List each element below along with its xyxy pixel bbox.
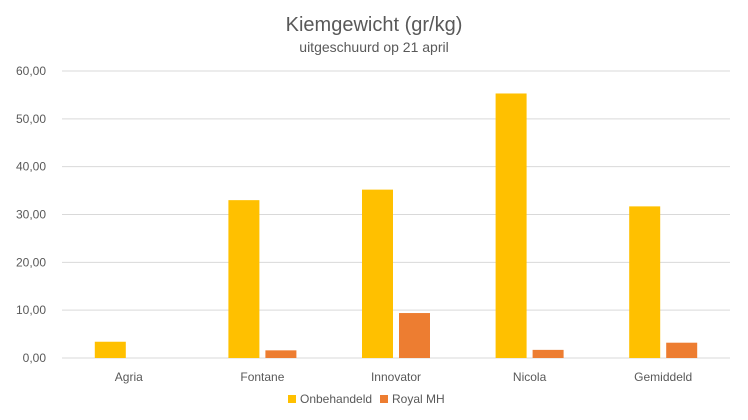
bar-onbehandeld-innovator [362, 189, 393, 358]
y-axis-tick-labels: 0,00 10,00 20,00 30,00 40,00 50,00 60,00 [16, 64, 46, 365]
x-tick-label: Agria [115, 370, 143, 384]
y-tick-label: 50,00 [16, 112, 46, 126]
x-tick-label: Fontane [240, 370, 284, 384]
legend-label: Royal MH [392, 392, 445, 406]
bar-onbehandeld-fontane [228, 200, 260, 358]
x-tick-label: Gemiddeld [634, 370, 692, 384]
y-tick-label: 10,00 [16, 303, 46, 317]
legend-swatch [288, 395, 296, 403]
bar-royal-mh-gemiddeld [666, 342, 698, 358]
y-tick-label: 0,00 [23, 351, 47, 365]
legend-swatch [380, 395, 388, 403]
bars [94, 93, 698, 359]
x-tick-label: Nicola [513, 370, 547, 384]
y-tick-label: 40,00 [16, 160, 46, 174]
bar-royal-mh-innovator [399, 313, 430, 358]
y-tick-label: 20,00 [16, 255, 46, 269]
x-axis-tick-labels: Agria Fontane Innovator Nicola Gemiddeld [115, 370, 692, 384]
x-tick-label: Innovator [371, 370, 421, 384]
bar-onbehandeld-nicola [495, 93, 527, 359]
bar-royal-mh-nicola [532, 349, 564, 358]
y-tick-label: 30,00 [16, 208, 46, 222]
chart-subtitle: uitgeschuurd op 21 april [299, 39, 448, 55]
bar-onbehandeld-gemiddeld [629, 206, 661, 358]
bar-royal-mh-fontane [265, 350, 297, 358]
gridlines [62, 70, 730, 359]
y-tick-label: 60,00 [16, 64, 46, 78]
legend-label: Onbehandeld [300, 392, 372, 406]
chart-title: Kiemgewicht (gr/kg) [286, 14, 463, 36]
bar-onbehandeld-agria [94, 341, 126, 358]
legend: Onbehandeld Royal MH [288, 392, 445, 406]
